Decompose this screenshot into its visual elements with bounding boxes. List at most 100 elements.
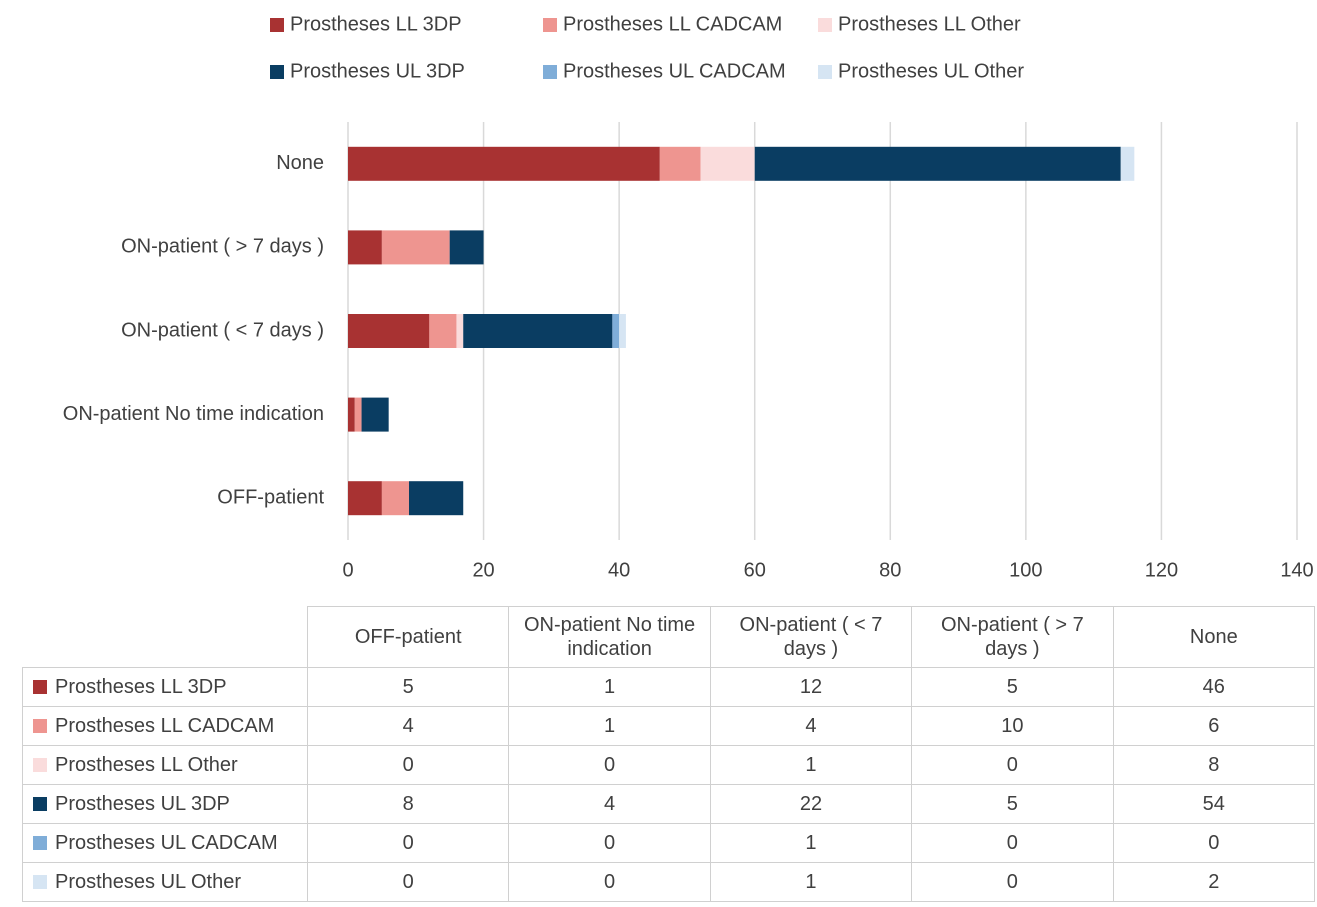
bar-segment — [619, 314, 626, 348]
table-header-row: OFF-patient ON-patient No time indication… — [22, 606, 1316, 668]
table-cell: 8 — [1112, 745, 1316, 785]
table-row-header: Prostheses LL Other — [22, 745, 308, 785]
table-cell: 0 — [911, 862, 1114, 902]
bar-segment — [612, 314, 620, 348]
table-row: Prostheses LL Other 0 0 1 0 8 — [22, 745, 1316, 785]
x-tick-label: 120 — [1145, 559, 1178, 581]
legend-swatch — [818, 65, 832, 79]
table-swatch — [33, 680, 47, 694]
y-tick-label: OFF-patient — [217, 486, 324, 508]
table-cell: 1 — [709, 823, 913, 863]
data-table: OFF-patient ON-patient No time indication… — [22, 606, 1316, 902]
legend-swatch — [818, 18, 832, 32]
table-cell: 0 — [306, 862, 510, 902]
table-cell: 46 — [1112, 667, 1316, 707]
x-tick-label: 140 — [1280, 559, 1313, 581]
table-cell: 1 — [508, 706, 711, 746]
table-series-name: Prostheses LL 3DP — [55, 676, 227, 698]
table-cell: 0 — [306, 823, 510, 863]
bar-segment — [754, 146, 1121, 181]
x-tick-label: 40 — [608, 559, 630, 581]
y-tick-label: ON-patient ( < 7 days ) — [121, 319, 324, 341]
table-header: None — [1112, 606, 1316, 668]
table-header: OFF-patient — [306, 606, 510, 668]
table-series-name: Prostheses LL Other — [55, 754, 238, 776]
table-cell: 0 — [508, 745, 711, 785]
x-tick-label: 80 — [879, 559, 901, 581]
legend-swatch — [543, 18, 557, 32]
table-header: ON-patient ( < 7 days ) — [709, 606, 913, 668]
bar-segment — [348, 146, 660, 181]
table-cell: 5 — [911, 784, 1114, 824]
table-row: Prostheses LL CADCAM 4 1 4 10 6 — [22, 706, 1316, 746]
table-cell: 0 — [508, 862, 711, 902]
table-header: ON-patient ( > 7 days ) — [911, 606, 1114, 668]
table-series-name: Prostheses UL Other — [55, 871, 242, 893]
y-tick-label: None — [276, 152, 324, 174]
table-cell: 5 — [911, 667, 1114, 707]
bar-segment — [463, 314, 613, 348]
bar-segment — [361, 397, 389, 432]
table-swatch — [33, 797, 47, 811]
table-row: Prostheses UL CADCAM 0 0 1 0 0 — [22, 823, 1316, 863]
bar-segment — [381, 230, 450, 265]
legend-label: Prostheses LL Other — [838, 13, 1021, 35]
table-cell: 2 — [1112, 862, 1316, 902]
table-swatch — [33, 875, 47, 889]
bar-segment — [1120, 146, 1135, 181]
table-row-header: Prostheses UL CADCAM — [22, 823, 308, 863]
table-cell: 0 — [508, 823, 711, 863]
table-cell: 8 — [306, 784, 510, 824]
table-cell: 1 — [709, 745, 913, 785]
table-cell: 6 — [1112, 706, 1316, 746]
legend-swatch — [270, 65, 284, 79]
table-row: Prostheses LL 3DP 5 1 12 5 46 — [22, 667, 1316, 707]
bar-segment — [348, 230, 382, 265]
legend-swatch — [270, 18, 284, 32]
bar-segment — [409, 481, 464, 516]
table-row: Prostheses UL Other 0 0 1 0 2 — [22, 862, 1316, 902]
bar-segment — [381, 481, 410, 516]
table-cell: 10 — [911, 706, 1114, 746]
table-cell: 1 — [508, 667, 711, 707]
legend-label: Prostheses UL Other — [838, 60, 1024, 82]
table-cell: 4 — [508, 784, 711, 824]
table-row: Prostheses UL 3DP 8 4 22 5 54 — [22, 784, 1316, 824]
y-tick-label: ON-patient No time indication — [63, 403, 324, 425]
table-swatch — [33, 836, 47, 850]
table-header: ON-patient No time indication — [508, 606, 711, 668]
table-series-name: Prostheses UL 3DP — [55, 793, 230, 815]
bar-segment — [659, 146, 701, 181]
table-series-name: Prostheses UL CADCAM — [55, 832, 278, 854]
bar-segment — [456, 314, 464, 348]
table-cell: 1 — [709, 862, 913, 902]
bar-segment — [700, 146, 755, 181]
bar-segment — [449, 230, 484, 265]
bar-segment — [348, 314, 430, 348]
table-cell: 0 — [911, 823, 1114, 863]
bar-segment — [348, 397, 355, 432]
table-row-header: Prostheses UL Other — [22, 862, 308, 902]
table-swatch — [33, 719, 47, 733]
table-row-header: Prostheses LL CADCAM — [22, 706, 308, 746]
bar-segment — [348, 481, 382, 516]
table-cell: 0 — [306, 745, 510, 785]
chart: 0 20 40 60 80 100 120 140 Prostheses LL 3DP Prost… — [63, 13, 1314, 581]
bar-segment — [429, 314, 457, 348]
x-tick-label: 20 — [472, 559, 494, 581]
table-cell: 5 — [306, 667, 510, 707]
table-series-name: Prostheses LL CADCAM — [55, 715, 275, 737]
legend-label: Prostheses UL CADCAM — [563, 60, 786, 82]
table-cell: 0 — [1112, 823, 1316, 863]
x-tick-label: 100 — [1009, 559, 1042, 581]
table-corner — [22, 606, 308, 668]
legend-swatch — [543, 65, 557, 79]
table-cell: 12 — [709, 667, 913, 707]
x-tick-label: 0 — [342, 559, 353, 581]
y-tick-label: ON-patient ( > 7 days ) — [121, 236, 324, 258]
table-cell: 54 — [1112, 784, 1316, 824]
table-cell: 22 — [709, 784, 913, 824]
table-cell: 4 — [709, 706, 913, 746]
table-swatch — [33, 758, 47, 772]
